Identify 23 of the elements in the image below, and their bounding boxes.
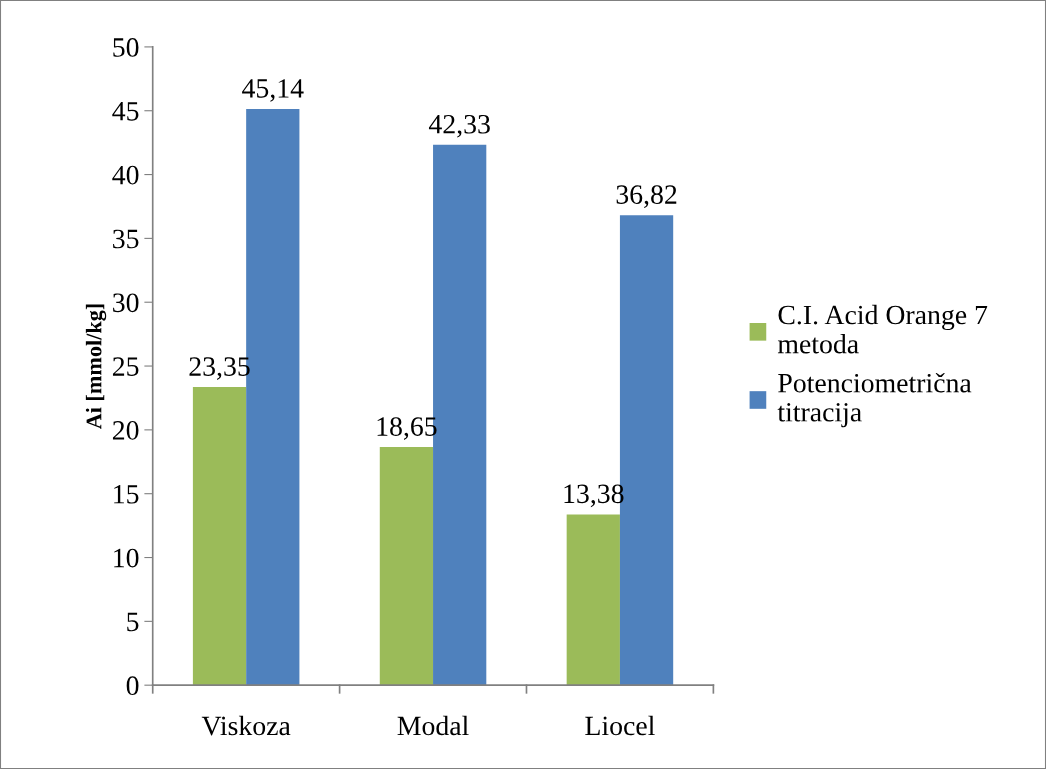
- y-tick-label: 45: [112, 102, 139, 121]
- bar: [566, 514, 620, 686]
- x-tick-label: Modal: [397, 715, 469, 736]
- y-tick-label: 10: [114, 548, 139, 568]
- data-label: 45,14: [242, 79, 304, 102]
- y-tick-label: 15: [114, 485, 139, 504]
- bar: [192, 387, 247, 686]
- data-label: 42,33: [428, 114, 490, 138]
- y-tick-label: 35: [113, 229, 139, 249]
- y-tick-label: 0: [126, 676, 139, 696]
- y-tick-label: 20: [112, 421, 139, 440]
- y-tick-label: 25: [112, 357, 139, 376]
- y-tick-label: 50: [113, 38, 139, 57]
- y-tick-label: 40: [112, 165, 139, 185]
- y-axis-title: Ai [mmol/kg]: [85, 304, 107, 430]
- data-label: 36,82: [616, 185, 677, 208]
- x-tick-label: Viskoza: [201, 715, 291, 736]
- y-tick-label: 30: [113, 293, 139, 313]
- legend-label: Potenciometrična titracija: [777, 372, 972, 428]
- legend-label: C.I. Acid Orange 7 metoda: [777, 304, 988, 354]
- bar: [379, 447, 434, 686]
- y-tick-label: 5: [127, 612, 139, 632]
- x-tick-label: Liocel: [585, 715, 655, 736]
